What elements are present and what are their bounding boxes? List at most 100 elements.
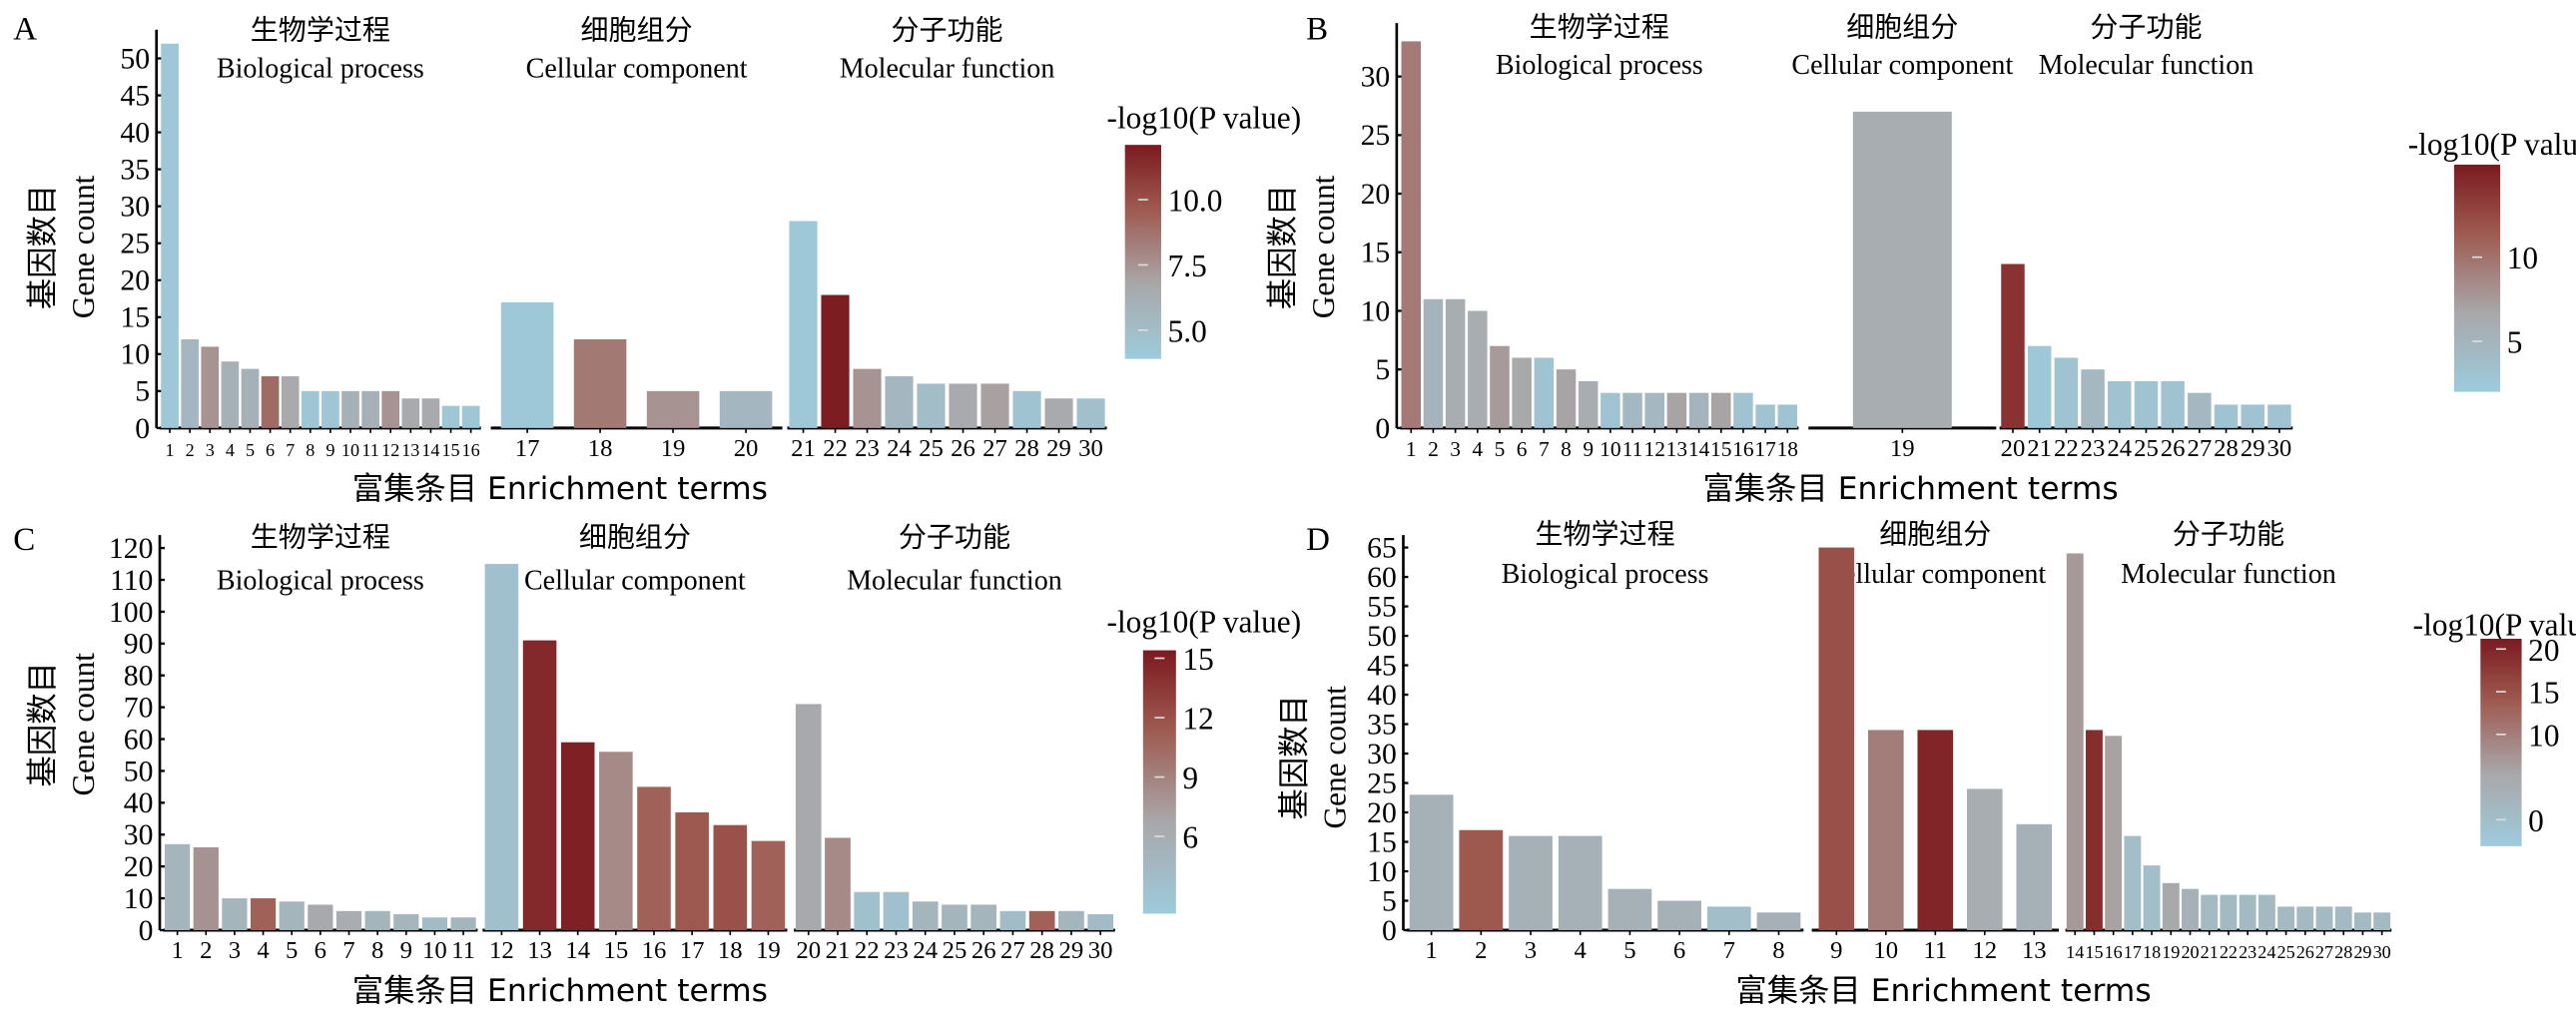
x-tick-label: 16 (642, 937, 667, 964)
bar-term-29 (1058, 910, 1084, 930)
bar-term-4 (221, 361, 240, 428)
x-tick-label: 5 (286, 937, 298, 964)
x-tick-label: 29 (1059, 937, 1084, 964)
bar-term-5 (241, 368, 260, 428)
y-tick-label: 40 (1367, 680, 1397, 712)
bar-term-5 (279, 901, 305, 930)
x-tick-label: 22 (2220, 942, 2238, 962)
x-tick-label: 14 (565, 937, 590, 964)
bar-term-17 (1755, 404, 1775, 428)
y-tick-label: 15 (1361, 238, 1391, 269)
bar-term-11 (361, 390, 379, 428)
bar-term-9 (1578, 380, 1599, 428)
bar-term-10 (1601, 392, 1620, 428)
x-tick-label: 8 (1561, 437, 1572, 461)
x-tick-label: 27 (2187, 435, 2212, 462)
colorbar-tick-label: 9 (1182, 761, 1198, 795)
bar-term-3 (1445, 298, 1466, 428)
x-tick-label: 11 (1622, 437, 1643, 461)
x-tick-label: 9 (1830, 937, 1842, 964)
bar-term-1 (1409, 794, 1454, 930)
x-tick-label: 15 (441, 440, 459, 460)
group-title-en: Molecular function (840, 54, 1055, 85)
x-tick-label: 1 (166, 440, 175, 460)
x-tick-label: 6 (315, 937, 326, 964)
bar-term-6 (1512, 357, 1532, 428)
x-tick-label: 3 (229, 937, 241, 964)
bar-term-8 (1556, 369, 1577, 428)
bar-term-29 (2353, 912, 2371, 930)
x-tick-label: 7 (342, 937, 354, 964)
group-molecular-function: 分子功能 Molecular function 14 15 16 17 18 19 20 21 22… (2065, 517, 2392, 962)
x-tick-label: 19 (756, 937, 781, 964)
bar-term-27 (2188, 392, 2212, 428)
y-tick-label: 20 (120, 265, 150, 297)
x-tick-label: 4 (1472, 437, 1483, 461)
y-axis-label-en: Gene count (66, 175, 101, 318)
x-tick-label: 9 (1583, 437, 1594, 461)
y-tick-label: 35 (1367, 709, 1397, 741)
x-tick-label: 23 (2081, 435, 2106, 462)
x-tick-label: 5 (1495, 437, 1506, 461)
bar-term-6 (308, 904, 333, 930)
bar-term-18 (713, 824, 748, 930)
colorbar-tick-label: 0 (2528, 803, 2544, 838)
x-tick-label: 20 (734, 435, 759, 462)
group-biological-process: 生物学过程 Biological process 1 2 3 4 5 6 7 8 (1406, 517, 1804, 964)
bar-term-14 (421, 398, 440, 428)
bar-term-21 (2201, 894, 2219, 930)
group-title-en: Molecular function (2039, 50, 2254, 81)
colorbar (1142, 650, 1176, 914)
x-tick-label: 26 (951, 435, 975, 462)
bar-term-28 (1012, 390, 1041, 428)
x-tick-label: 21 (2201, 942, 2219, 962)
bar-term-17 (675, 811, 709, 930)
bar-term-2 (1423, 298, 1444, 428)
x-tick-label: 25 (943, 937, 967, 964)
y-axis-label-zh: 基因数目 (1265, 185, 1301, 309)
bar-term-23 (883, 891, 910, 930)
bar-term-1 (165, 843, 191, 930)
bar-term-5 (1490, 345, 1510, 428)
x-tick-label: 18 (2143, 942, 2161, 962)
x-tick-label: 26 (971, 937, 996, 964)
x-tick-label: 25 (2134, 435, 2159, 462)
bar-term-12 (1966, 788, 2003, 930)
x-tick-label: 20 (2001, 435, 2026, 462)
group-title-en: Molecular function (847, 566, 1062, 597)
bar-term-28 (2334, 906, 2352, 930)
group-cellular-component: 细胞组分 Cellular component 19 (1791, 10, 2013, 462)
y-axis-label-zh: 基因数目 (25, 185, 61, 309)
bar-term-24 (2108, 380, 2132, 428)
group-title-en: Cellular component (526, 54, 748, 85)
group-title-zh: 细胞组分 (579, 521, 691, 554)
group-cellular-component: 细胞组分 Cellular component 17 18 19 20 (490, 14, 783, 462)
colorbar-tick-label: 20 (2528, 633, 2559, 668)
bar-term-19 (646, 390, 700, 428)
group-title-zh: 生物学过程 (251, 521, 390, 554)
x-tick-label: 13 (2022, 937, 2047, 964)
x-axis-label: 富集条目 Enrichment terms (1735, 973, 2151, 1009)
y-tick-label: 10 (120, 339, 150, 371)
group-title-en: Molecular function (2121, 559, 2336, 590)
bar-term-16 (461, 405, 480, 428)
panel-label: D (1306, 522, 1330, 558)
group-title-en: Cellular component (1791, 50, 2013, 81)
x-tick-label: 25 (919, 435, 944, 462)
bar-term-14 (560, 742, 595, 930)
x-tick-label: 6 (266, 440, 275, 460)
group-molecular-function: 分子功能 Molecular function 21 22 23 24 25 26 27 28 29… (787, 14, 1107, 462)
bar-term-1 (1401, 41, 1422, 428)
bar-term-20 (2182, 888, 2199, 930)
x-tick-label: 16 (2105, 942, 2123, 962)
bar-term-29 (1044, 398, 1073, 428)
bar-term-7 (335, 910, 362, 930)
bar-term-8 (301, 390, 320, 428)
x-tick-label: 11 (361, 440, 378, 460)
bar-term-27 (999, 910, 1026, 930)
bar-term-8 (364, 910, 390, 930)
